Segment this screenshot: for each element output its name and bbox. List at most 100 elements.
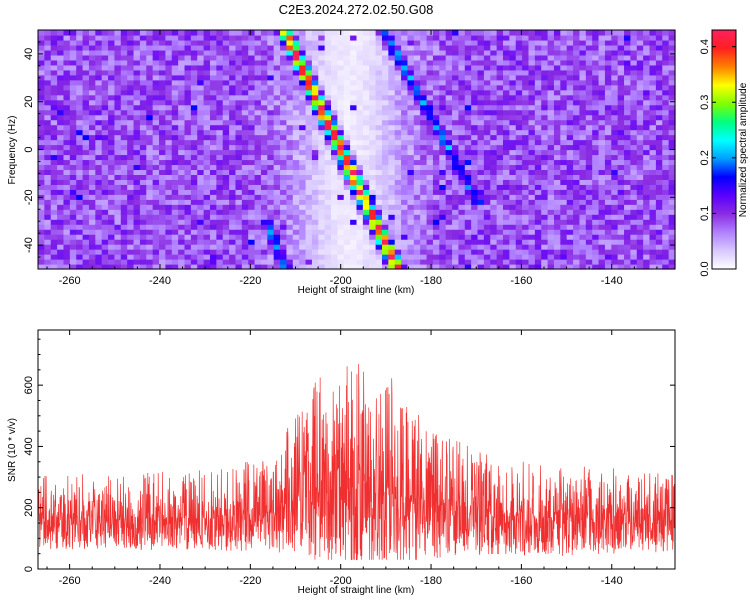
spectrogram-cell (483, 154, 491, 161)
spectrogram-cell (241, 249, 249, 255)
spectrogram-cell (159, 99, 166, 106)
spectrogram-cell (649, 129, 657, 136)
spectrogram-cell (579, 109, 587, 116)
spectrogram-cell (95, 239, 103, 245)
spectrogram-cell (560, 159, 568, 166)
spectrogram-cell (267, 144, 275, 151)
spectrogram-cell (299, 109, 307, 116)
spectrogram-cell (585, 30, 593, 36)
spectrogram-cell (643, 174, 651, 180)
spectrogram-cell (222, 184, 230, 190)
spectrogram-cell (592, 174, 600, 180)
spectrogram-cell (260, 219, 268, 225)
colorbar-label: Normalized spectral amplitude (738, 82, 749, 217)
spectrogram-cell (324, 74, 332, 81)
spectrogram-cell (133, 64, 141, 71)
spectrogram-cell (267, 114, 275, 121)
spectrogram-cell (407, 114, 415, 121)
spectrogram-cell (305, 34, 313, 41)
spectrogram-cell (528, 209, 536, 215)
spectrogram-cell (636, 104, 644, 111)
spectrogram-cell (553, 194, 561, 200)
spectrogram-cell (343, 204, 351, 210)
spectrogram-cell (165, 164, 173, 171)
spectrogram-cell (120, 34, 128, 41)
spectrogram-cell (458, 159, 466, 166)
spectrogram-cell (318, 264, 326, 270)
spectrogram-cell (152, 264, 160, 270)
spectrogram-cell (146, 99, 154, 106)
spectrogram-cell (331, 124, 338, 131)
spectrogram-cell (515, 139, 523, 146)
spectrogram-cell (95, 179, 103, 185)
spectrogram-cell (120, 49, 128, 56)
spectrogram-cell (120, 114, 128, 121)
spectrogram-cell (573, 84, 581, 91)
spectrogram-cell (388, 184, 396, 190)
spectrogram-cell (522, 109, 530, 116)
spectrogram-cell (490, 174, 498, 180)
spectrogram-cell (273, 164, 281, 171)
spectrogram-cell (267, 30, 275, 36)
spectrogram-cell (483, 219, 491, 225)
spectrogram-cell (413, 179, 421, 185)
spectrogram-cell (241, 109, 249, 116)
spectrogram-cell (655, 99, 663, 106)
spectrogram-cell (305, 139, 313, 146)
spectrogram-cell (57, 89, 65, 96)
spectrogram-cell (197, 139, 205, 146)
spectrogram-cell (503, 64, 510, 71)
spectrogram-cell (209, 99, 217, 106)
spectrogram-cell (420, 214, 428, 220)
spectrogram-cell (560, 99, 568, 106)
spectrogram-cell (57, 129, 65, 136)
spectrogram-cell (381, 194, 389, 200)
spectrogram-cell (146, 209, 154, 215)
spectrogram-cell (407, 149, 415, 156)
spectrogram-cell (388, 34, 396, 41)
spectrogram-cell (248, 259, 256, 265)
spectrogram-cell (248, 99, 256, 106)
spectrogram-cell (241, 104, 249, 111)
spectrogram-cell (541, 79, 549, 86)
spectrogram-cell (649, 229, 657, 235)
spectrogram-cell (534, 194, 542, 200)
spectrogram-cell (553, 59, 561, 66)
spectrogram-cell (57, 224, 65, 230)
spectrogram-cell (401, 124, 409, 131)
spectrogram-cell (445, 169, 453, 175)
spectrogram-cell (318, 184, 326, 190)
spectrogram-cell (235, 224, 243, 230)
spectrogram-cell (165, 194, 173, 200)
spectrogram-cell (203, 189, 211, 195)
spectrogram-cell (420, 154, 428, 161)
spectrogram-cell (394, 249, 402, 255)
spectrogram-cell (324, 169, 332, 175)
spectrogram-cell (579, 34, 587, 41)
spectrogram-cell (394, 244, 402, 250)
spectrogram-cell (579, 224, 587, 230)
spectrogram-cell (222, 159, 230, 166)
spectrogram-cell (127, 264, 135, 270)
spectrogram-cell (401, 74, 409, 81)
spectrogram-cell (337, 99, 345, 106)
spectrogram-cell (490, 134, 498, 141)
spectrogram-cell (241, 224, 249, 230)
spectrogram-cell (598, 124, 606, 131)
spectrogram-cell (235, 84, 243, 91)
spectrogram-cell (445, 124, 453, 131)
spectrogram-cell (203, 119, 211, 126)
spectrogram-cell (643, 259, 651, 265)
spectrogram-cell (553, 69, 561, 76)
spectrogram-cell (509, 134, 517, 141)
spectrogram-cell (159, 149, 166, 156)
spectrogram-cell (254, 259, 262, 265)
spectrogram-cell (190, 209, 198, 215)
spectrogram-cell (547, 214, 555, 220)
spectrogram-cell (452, 79, 460, 86)
spectrogram-cell (662, 244, 670, 250)
spectrogram-cell (108, 74, 116, 81)
spectrogram-cell (592, 219, 600, 225)
spectrogram-cell (343, 209, 351, 215)
spectrogram-cell (668, 54, 676, 61)
